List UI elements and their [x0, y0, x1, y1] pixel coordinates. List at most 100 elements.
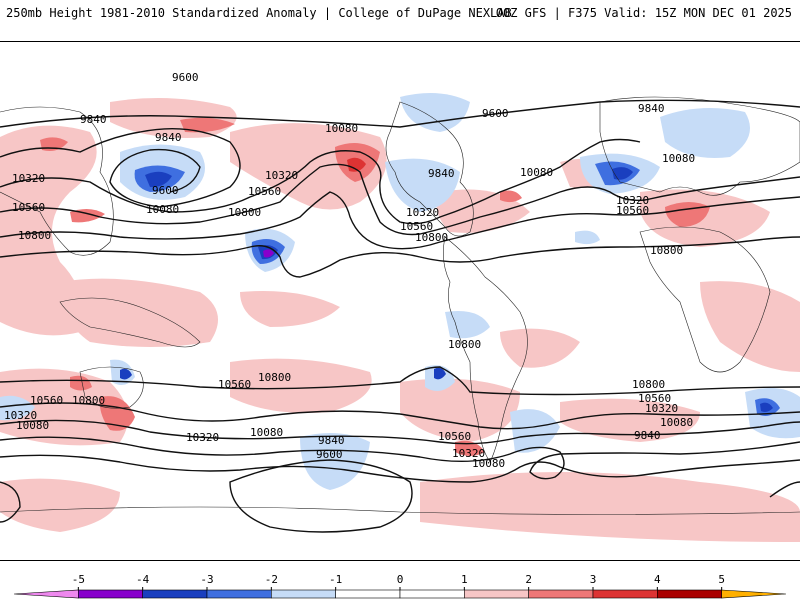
contour-label: 9840: [428, 167, 455, 180]
colorbar-segment: [399, 589, 465, 599]
anomaly-area: [0, 395, 35, 421]
contour-line: [0, 236, 800, 278]
anomaly-area: [434, 367, 446, 380]
coastline: [0, 506, 800, 515]
contour-label: 9600: [316, 448, 343, 461]
contour-line: [0, 138, 641, 225]
contour-label: 10800: [258, 371, 291, 384]
contour-line: [0, 436, 800, 480]
anomaly-area: [612, 167, 633, 180]
contour-label: 10560: [12, 201, 45, 214]
anomaly-area: [99, 396, 135, 431]
contour-line: [0, 481, 800, 523]
anomaly-area: [455, 440, 485, 456]
anomaly-area: [400, 378, 520, 442]
contour-label: 10080: [662, 152, 695, 165]
contour-label: 10800: [632, 378, 665, 391]
contour-label: 10080: [146, 203, 179, 216]
colorbar-segment: [271, 589, 336, 599]
contour-label: 10560: [400, 220, 433, 233]
coastline: [639, 226, 771, 373]
colorbar-tick-label: -4: [136, 573, 150, 586]
contour-label: 10320: [12, 172, 45, 185]
colorbar-tick-label: -3: [200, 573, 213, 586]
coastline: [59, 297, 201, 348]
contour-label: 10560: [248, 185, 281, 198]
contour-label: 9600: [172, 71, 199, 84]
coastline: [385, 101, 474, 237]
anomaly-area: [385, 158, 460, 212]
contour-labels: 9600 9840 9840 9600 10080 10320 10560 10…: [4, 71, 695, 470]
colorbar-segment: [142, 589, 208, 599]
anomaly-area: [263, 249, 274, 258]
colorbar-tick-label: -2: [265, 573, 278, 586]
contour-label: 10080: [660, 416, 693, 429]
colorbar-tick-label: -5: [72, 573, 85, 586]
contour-label: 10800: [448, 338, 481, 351]
colorbar-tick-label: 3: [590, 573, 597, 586]
colorbar-segment: [528, 589, 594, 599]
coastline: [443, 236, 528, 463]
contour-label: 9840: [80, 113, 107, 126]
colorbar-tick-label: 0: [397, 573, 404, 586]
contour-label: 10080: [472, 457, 505, 470]
contour-line: [0, 128, 241, 208]
map-title: 250mb Height 1981-2010 Standardized Anom…: [6, 6, 512, 20]
colorbar-segment: [335, 589, 401, 599]
colorbar-tick-labels: -5 -4 -3 -2 -1 0 1 2 3 4 5: [72, 573, 725, 590]
anomaly-area: [240, 291, 340, 327]
anomaly-area: [120, 368, 132, 380]
colorbar-tick-label: -1: [329, 573, 342, 586]
colorbar-segment: [78, 589, 143, 599]
contour-label: 10800: [228, 206, 261, 219]
contour-label: 9840: [318, 434, 345, 447]
contour-label: 10560: [616, 204, 649, 217]
contour-label: 10560: [218, 378, 251, 391]
anomaly-area: [575, 230, 600, 245]
contour-line: [0, 454, 800, 483]
colorbar-segment: [206, 589, 272, 599]
colorbar-tick-label: 1: [461, 573, 468, 586]
contour-label: 10080: [325, 122, 358, 135]
contour-line: [0, 366, 800, 396]
anomaly-area: [60, 278, 218, 347]
contour-line: [0, 402, 800, 430]
anomaly-area: [0, 368, 128, 446]
anomaly-area: [180, 117, 235, 133]
contour-line: [0, 163, 800, 236]
contour-label: 10080: [250, 426, 283, 439]
anomaly-area: [445, 311, 490, 339]
contour-label: 10320: [616, 194, 649, 207]
anomaly-area: [347, 157, 366, 172]
coastline: [0, 106, 114, 256]
contour-label: 10320: [406, 206, 439, 219]
contour-label: 10560: [30, 394, 63, 407]
contour-label: 10320: [265, 169, 298, 182]
anomaly-area: [700, 281, 800, 372]
contour-label: 10800: [72, 394, 105, 407]
contour-label: 10320: [452, 447, 485, 460]
contour-label: 9840: [634, 429, 661, 442]
contour-label: 9600: [152, 184, 179, 197]
contour-label: 10080: [520, 166, 553, 179]
colorbar-segment: [657, 589, 722, 599]
contour-label: 10320: [186, 431, 219, 444]
anomaly-area: [660, 108, 750, 158]
contour-label: 9840: [638, 102, 665, 115]
colorbar-bar: [13, 589, 787, 599]
contour-label: 10800: [415, 231, 448, 244]
anomaly-map: 9600 9840 9840 9600 10080 10320 10560 10…: [0, 71, 800, 542]
contour-label: 10560: [438, 430, 471, 443]
anomaly-area: [500, 328, 580, 368]
model-run-info: 00Z GFS | F375 Valid: 15Z MON DEC 01 202…: [495, 6, 792, 20]
colorbar-segment: [592, 589, 658, 599]
anomaly-area: [420, 472, 800, 542]
anomaly-colorbar: -5 -4 -3 -2 -1 0 1 2 3 4 5: [13, 573, 787, 599]
coastline: [79, 366, 144, 409]
anomaly-area: [400, 93, 470, 132]
colorbar-tick-label: 5: [718, 573, 725, 586]
contour-label: 10320: [4, 409, 37, 422]
contour-line: [0, 191, 800, 250]
anomaly-area: [300, 433, 370, 490]
anomaly-area: [560, 398, 700, 442]
